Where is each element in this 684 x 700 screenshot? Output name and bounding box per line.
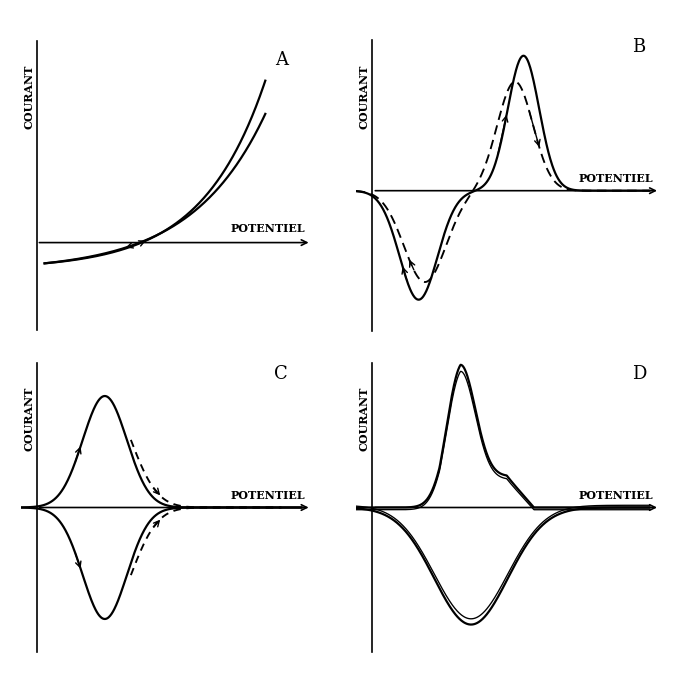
Text: COURANT: COURANT	[23, 386, 34, 451]
Text: B: B	[632, 38, 646, 57]
Text: POTENTIEL: POTENTIEL	[579, 490, 653, 500]
Text: POTENTIEL: POTENTIEL	[579, 174, 653, 185]
Text: COURANT: COURANT	[358, 65, 369, 130]
Text: POTENTIEL: POTENTIEL	[231, 490, 306, 500]
Text: POTENTIEL: POTENTIEL	[231, 223, 306, 235]
Text: COURANT: COURANT	[358, 386, 369, 451]
Text: A: A	[275, 51, 288, 69]
Text: COURANT: COURANT	[23, 65, 34, 130]
Text: D: D	[631, 365, 646, 383]
Text: C: C	[274, 365, 288, 383]
